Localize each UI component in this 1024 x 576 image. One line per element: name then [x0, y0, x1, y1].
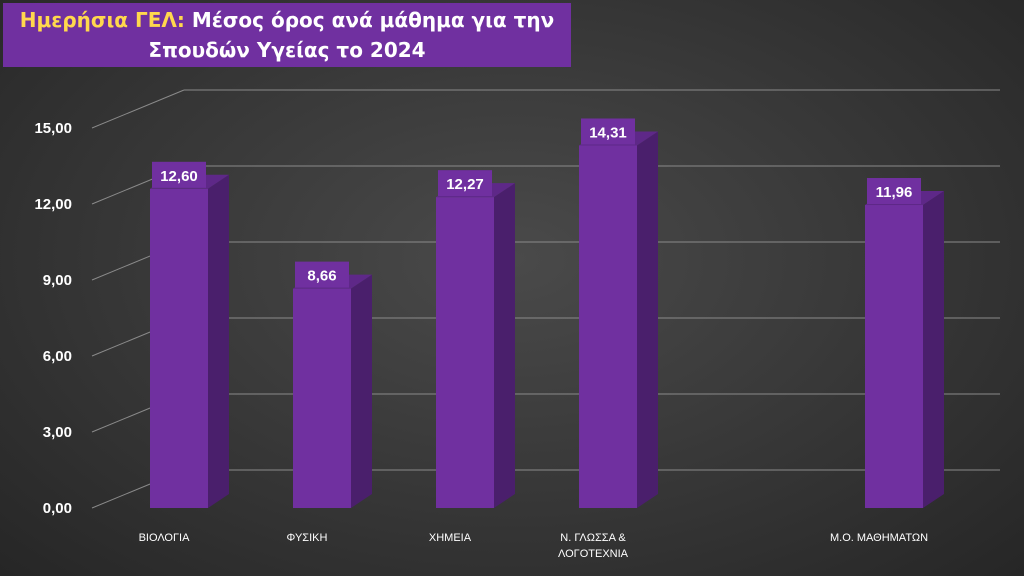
data-label: 11,96 — [876, 184, 913, 201]
bar-side — [923, 191, 944, 508]
data-label-box — [438, 170, 492, 197]
y-tick-label: 3,00 — [43, 424, 72, 441]
bar: 12,60 — [150, 161, 229, 509]
y-tick-label: 6,00 — [43, 348, 72, 365]
y-tick-label: 0,00 — [43, 500, 72, 517]
bar-front — [150, 188, 208, 509]
bar: 8,66 — [293, 261, 372, 508]
bar-front — [293, 288, 351, 508]
x-tick-label: ΛΟΓΟΤΕΧΝΙΑ — [558, 548, 629, 560]
data-label-box — [152, 161, 206, 188]
data-label: 14,31 — [589, 124, 627, 141]
data-label: 12,27 — [446, 176, 484, 193]
data-label-box — [581, 118, 635, 145]
bars: 12,60 8,66 12,27 14,31 11,96 — [150, 118, 944, 509]
x-tick-label: ΦΥΣΙΚΗ — [287, 532, 328, 544]
title-line1-rest: Μέσος όρος ανά μάθημα για την — [191, 8, 555, 32]
title-line2: Σπουδών Υγείας το 2024 — [148, 38, 426, 62]
bar-side — [351, 274, 372, 508]
bar-side — [637, 131, 658, 509]
bar: 14,31 — [579, 118, 658, 509]
data-label-box — [295, 261, 349, 288]
bar-side — [494, 183, 515, 508]
y-tick-label: 15,00 — [34, 120, 72, 137]
bar-front — [436, 197, 494, 508]
x-tick-label: Μ.Ο. ΜΑΘΗΜΑΤΩΝ — [830, 532, 928, 544]
x-axis: ΒΙΟΛΟΓΙΑ ΦΥΣΙΚΗ ΧΗΜΕΙΑ Ν. ΓΛΩΣΣΑ & ΛΟΓΟΤΕΧΝΙ… — [139, 532, 929, 560]
data-label: 8,66 — [307, 268, 336, 285]
data-label: 12,60 — [160, 168, 198, 185]
bar-side — [208, 174, 229, 509]
x-tick-label: ΧΗΜΕΙΑ — [429, 532, 472, 544]
data-label-box — [867, 178, 921, 205]
x-tick-label: Ν. ΓΛΩΣΣΑ & — [560, 532, 626, 544]
bar: 12,27 — [436, 170, 515, 508]
y-tick-label: 9,00 — [43, 272, 72, 289]
x-tick-label: ΒΙΟΛΟΓΙΑ — [139, 532, 191, 544]
bar-front — [865, 205, 923, 508]
bar-front — [579, 145, 637, 509]
y-axis: 0,00 3,00 6,00 9,00 12,00 15,00 — [34, 120, 72, 517]
y-tick-label: 12,00 — [34, 196, 72, 213]
chart-title: Ημερήσια ΓΕΛ: Μέσος όρος ανά μάθημα για … — [3, 3, 571, 67]
bar: 11,96 — [865, 178, 944, 508]
title-highlight: Ημερήσια ΓΕΛ: — [19, 8, 185, 32]
gridline-side — [91, 89, 185, 129]
